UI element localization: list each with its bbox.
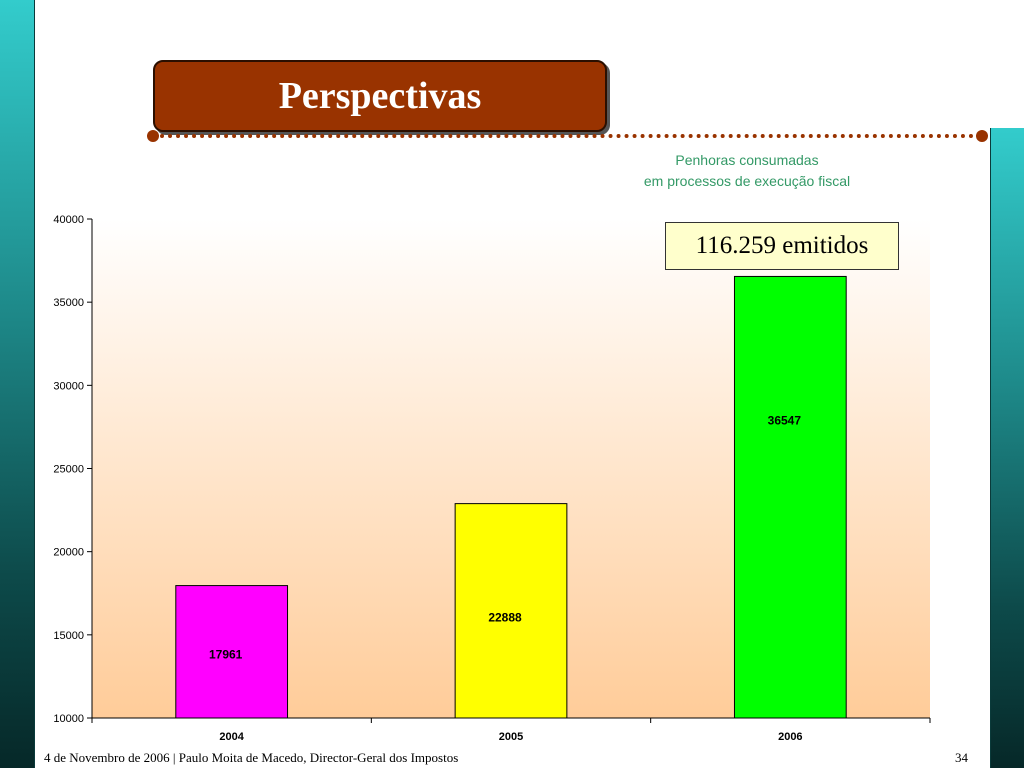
page-number: 34 — [955, 750, 968, 765]
data-label-2004: 17961 — [209, 647, 243, 661]
bar-2004 — [175, 585, 289, 719]
divider-end-dot — [976, 130, 988, 142]
x-tick-label: 2004 — [219, 731, 244, 743]
y-tick-label: 15000 — [53, 630, 84, 642]
y-tick-label: 10000 — [53, 713, 84, 725]
data-label-2005: 22888 — [488, 611, 522, 625]
left-decorative-bar — [0, 0, 35, 768]
x-tick-label: 2006 — [778, 731, 802, 743]
page-title: Perspectivas — [278, 75, 482, 117]
y-tick-label: 40000 — [53, 214, 84, 226]
right-decorative-bar — [990, 128, 1024, 768]
data-label-2006: 36547 — [768, 413, 802, 427]
bar-2006 — [733, 275, 847, 719]
chart-title-line-1: Penhoras consumadas — [675, 152, 818, 168]
dotted-divider — [152, 134, 982, 138]
y-tick-label: 30000 — [53, 380, 84, 392]
y-tick-label: 35000 — [53, 297, 84, 309]
y-tick-label: 25000 — [53, 464, 84, 476]
chart-title-line-2: em processos de execução fiscal — [644, 173, 850, 189]
emitted-callout: 116.259 emitidos — [665, 222, 899, 270]
footer-text: 4 de Novembro de 2006 | Paulo Moita de M… — [44, 750, 459, 765]
y-tick-label: 20000 — [53, 547, 84, 559]
x-tick-label: 2005 — [499, 731, 523, 743]
title-banner: Perspectivas — [153, 60, 607, 132]
bar-2005 — [454, 503, 568, 719]
